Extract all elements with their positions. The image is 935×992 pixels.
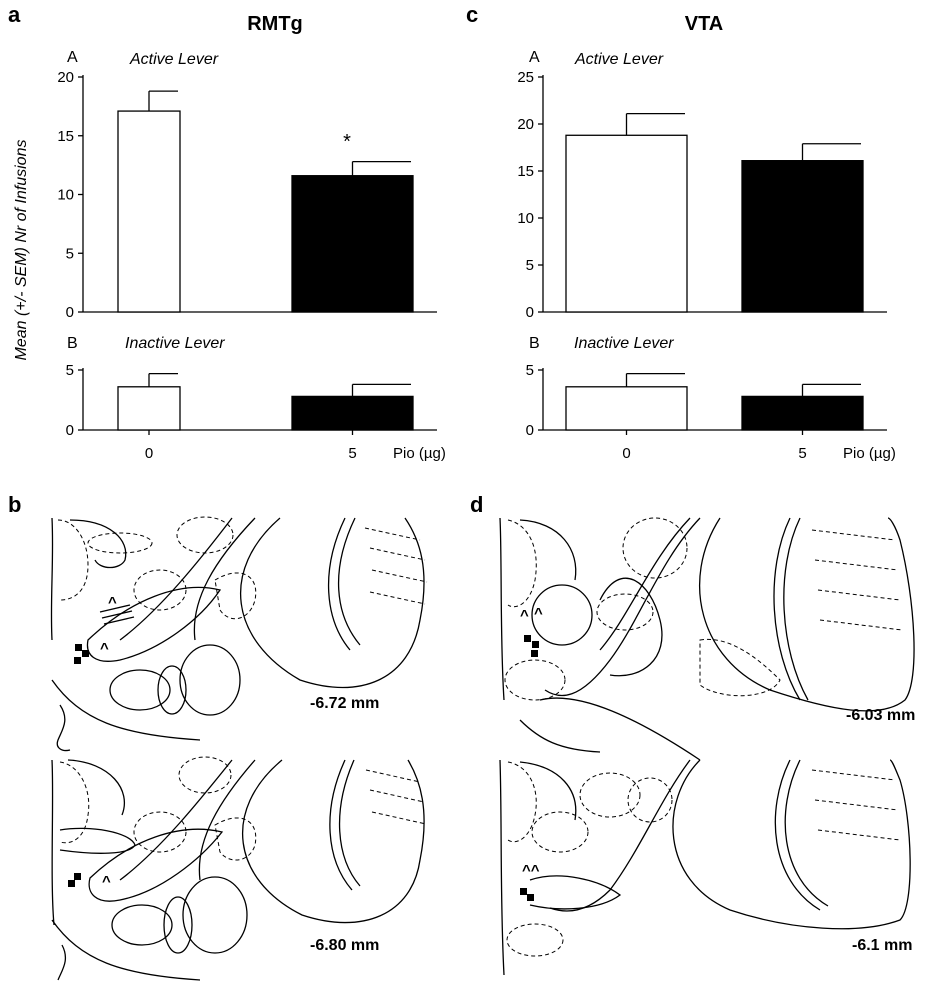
y-tick-label: 15 — [517, 163, 534, 180]
section-label-b-bottom: -6.80 mm — [310, 937, 379, 954]
y-tick-label: 20 — [517, 116, 534, 133]
panel-letter-c: c — [466, 2, 478, 27]
atlas-section-b-bottom: ^ — [51, 756, 427, 981]
chart-vta-active: 0 5 10 15 20 25 — [517, 69, 887, 321]
injection-site-marker — [520, 888, 527, 895]
section-label-b-top: -6.72 mm — [310, 695, 379, 712]
x-tick-label: 5 — [348, 445, 356, 462]
caret-marker: ^^ — [522, 862, 540, 879]
panel-letter-d: d — [470, 492, 483, 517]
title-rmtg: RMTg — [247, 13, 303, 35]
injection-site-marker — [527, 894, 534, 901]
injection-site-marker — [524, 635, 531, 642]
panel-letter-a: a — [8, 2, 21, 27]
caret-marker: ^ — [102, 873, 111, 890]
y-tick-label: 15 — [57, 128, 74, 145]
section-label-d-top: -6.03 mm — [846, 707, 915, 724]
injection-site-marker — [531, 650, 538, 657]
subpanel-c-A: A — [529, 49, 540, 66]
y-tick-label: 5 — [526, 362, 534, 379]
section-label-d-bottom: -6.1 mm — [852, 937, 912, 954]
bar-0 — [565, 386, 688, 431]
chart-vta-inactive: 0 5 0 5 — [526, 362, 887, 462]
x-axis-label-right: Pio (µg) — [843, 445, 896, 462]
x-tick-label: 5 — [798, 445, 806, 462]
y-tick-label: 0 — [66, 304, 74, 321]
atlas-section-d-bottom: ^^ — [499, 759, 911, 976]
bar-5 — [291, 395, 414, 431]
y-tick-label: 10 — [57, 187, 74, 204]
x-tick-label: 0 — [145, 445, 153, 462]
chart-rmtg-active: 0 5 10 15 20 — [57, 69, 437, 321]
y-tick-label: 5 — [526, 257, 534, 274]
bar-5 — [741, 160, 864, 313]
caret-marker: ^ — [534, 605, 543, 622]
bar-5 — [741, 395, 864, 431]
injection-site-marker — [68, 880, 75, 887]
atlas-section-d-top: ^ ^ — [499, 517, 915, 761]
chart-rmtg-inactive: 0 5 0 5 — [66, 362, 437, 462]
bar-0 — [565, 134, 688, 313]
bar-0 — [117, 110, 181, 313]
y-tick-label: 0 — [526, 304, 534, 321]
y-axis-label: Mean (+/- SEM) Nr of Infusions — [13, 140, 30, 361]
bar-0 — [117, 386, 181, 431]
y-tick-label: 0 — [66, 422, 74, 439]
lever-label-a-inactive: Inactive Lever — [125, 335, 225, 352]
caret-marker: ^ — [520, 607, 529, 624]
injection-site-marker — [75, 644, 82, 651]
injection-site-marker — [74, 657, 81, 664]
title-vta: VTA — [685, 13, 724, 35]
y-tick-label: 0 — [526, 422, 534, 439]
lever-label-a-active: Active Lever — [129, 51, 219, 68]
subpanel-a-A: A — [67, 49, 78, 66]
caret-marker: ^ — [100, 640, 109, 657]
injection-site-marker — [82, 650, 89, 657]
lever-label-c-active: Active Lever — [574, 51, 664, 68]
panel-letter-b: b — [8, 492, 21, 517]
y-tick-label: 25 — [517, 69, 534, 86]
x-axis-label-left: Pio (µg) — [393, 445, 446, 462]
significance-asterisk: * — [343, 131, 351, 153]
y-tick-label: 20 — [57, 69, 74, 86]
lever-label-c-inactive: Inactive Lever — [574, 335, 674, 352]
bar-5 — [291, 175, 414, 313]
y-tick-label: 5 — [66, 362, 74, 379]
subpanel-a-B: B — [67, 335, 78, 352]
y-tick-label: 5 — [66, 245, 74, 262]
atlas-section-b-top: ^ ^ — [50, 516, 428, 752]
subpanel-c-B: B — [529, 335, 540, 352]
injection-site-marker — [532, 641, 539, 648]
x-tick-label: 0 — [622, 445, 630, 462]
caret-marker: ^ — [108, 594, 117, 611]
y-tick-label: 10 — [517, 210, 534, 227]
injection-site-marker — [74, 873, 81, 880]
